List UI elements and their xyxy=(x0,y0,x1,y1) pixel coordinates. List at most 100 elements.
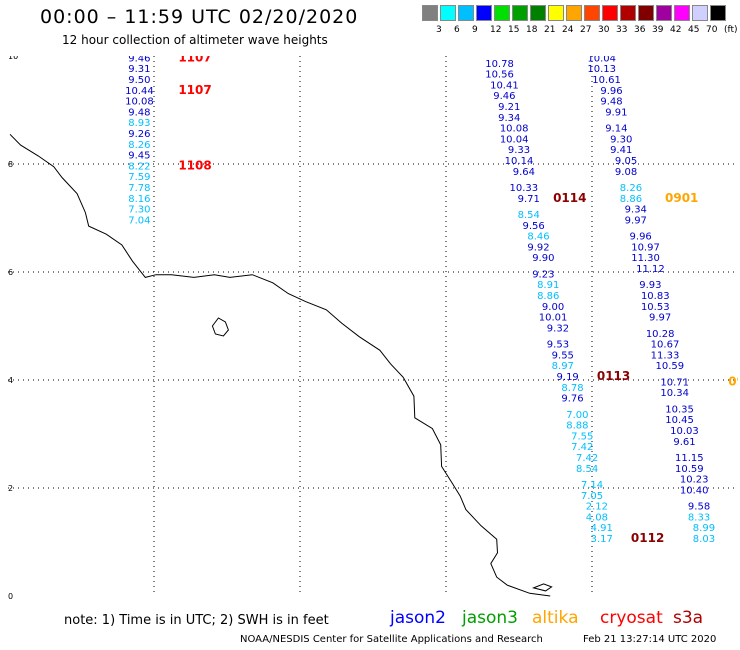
altimeter-tracks: 9.469.319.5010.4410.089.488.939.268.269.… xyxy=(125,48,740,545)
wave-height-label: 9.97 xyxy=(625,215,647,226)
y-tick-label: 0 xyxy=(8,592,13,600)
wave-height-label: 8.86 xyxy=(537,291,559,302)
wave-height-label: 10.53 xyxy=(641,302,670,313)
scale-label: 21 xyxy=(544,25,556,35)
wave-height-label: 9.26 xyxy=(128,129,150,140)
wave-height-label: 2.12 xyxy=(586,502,608,513)
wave-height-label: 4.91 xyxy=(591,523,613,534)
scale-swatch xyxy=(638,5,654,21)
wave-height-label: 9.90 xyxy=(532,253,554,264)
wave-height-label: 10.45 xyxy=(665,415,694,426)
wave-height-label: 9.14 xyxy=(605,124,627,135)
scale-swatch xyxy=(422,5,438,21)
wave-height-label: 9.92 xyxy=(527,242,549,253)
wave-height-label: 9.08 xyxy=(615,167,637,178)
coastline-path xyxy=(9,133,551,597)
scale-label: 18 xyxy=(526,25,538,35)
wave-height-label: 9.31 xyxy=(128,64,150,75)
scale-swatch xyxy=(530,5,546,21)
legend-jason2: jason2 xyxy=(390,608,446,628)
scale-label: 45 xyxy=(688,25,700,35)
wave-height-label: 8.16 xyxy=(128,194,150,205)
wave-height-label: 10.03 xyxy=(670,426,699,437)
wave-height-label: 10.59 xyxy=(656,361,685,372)
wave-height-label: 10.04 xyxy=(500,134,529,145)
wave-height-label: 9.21 xyxy=(498,102,520,113)
y-tick-label: 2 xyxy=(8,484,13,493)
wave-height-label: 9.34 xyxy=(625,205,647,216)
wave-height-label: 8.97 xyxy=(552,361,574,372)
wave-height-label: 10.01 xyxy=(539,313,568,324)
y-tick-label: 6 xyxy=(8,268,13,277)
island-outline xyxy=(211,317,229,337)
legend-s3a: s3a xyxy=(673,608,704,628)
wave-height-label: 11.30 xyxy=(631,253,660,264)
scale-swatch xyxy=(440,5,456,21)
wave-height-label: 8.86 xyxy=(620,194,642,205)
scale-label: 70 xyxy=(706,25,718,35)
wave-height-label: 10.44 xyxy=(125,86,154,97)
wave-height-label: 8.26 xyxy=(620,183,642,194)
wave-height-label: 9.50 xyxy=(128,75,150,86)
wave-height-label: 10.41 xyxy=(490,80,519,91)
legend-altika: altika xyxy=(532,608,579,628)
wave-height-label: 8.26 xyxy=(128,140,150,151)
pass-time-label: 1108 xyxy=(178,158,211,172)
wave-height-label: 8.22 xyxy=(128,161,150,172)
scale-swatch xyxy=(620,5,636,21)
wave-height-label: 8.88 xyxy=(566,421,588,432)
map-canvas: 9.469.319.5010.4410.089.488.939.268.269.… xyxy=(1,48,740,610)
wave-height-label: 10.34 xyxy=(660,388,689,399)
wave-height-label: 8.93 xyxy=(128,118,150,129)
delta-island-outline xyxy=(531,583,553,592)
wave-height-label: 7.42 xyxy=(571,442,593,453)
wave-height-label: 9.56 xyxy=(522,221,544,232)
wave-height-label: 9.46 xyxy=(493,91,515,102)
wave-height-label: 9.45 xyxy=(128,151,150,162)
wave-height-label: 9.61 xyxy=(673,437,695,448)
wave-height-label: 9.48 xyxy=(128,107,150,118)
scale-label: 12 xyxy=(490,25,502,35)
wave-height-label: 10.83 xyxy=(641,291,670,302)
wave-height-label: 10.23 xyxy=(680,475,709,486)
wave-height-label: 11.33 xyxy=(651,350,680,361)
footer: NOAA/NESDIS Center for Satellite Applica… xyxy=(240,634,716,645)
wave-height-label: 11.15 xyxy=(675,453,704,464)
scale-swatch xyxy=(548,5,564,21)
wave-height-label: 10.97 xyxy=(631,242,660,253)
map-area: 9.46 9.31 9.50 10.44 10.08 9.48 8.93 9.26 8.26 9.… xyxy=(1,48,740,610)
wave-height-label: 7.05 xyxy=(581,491,603,502)
scale-swatch xyxy=(566,5,582,21)
wave-height-label: 9.58 xyxy=(688,502,710,513)
page-title: 00:00 – 11:59 UTC 02/20/2020 xyxy=(40,6,359,28)
pass-time-label: 0112 xyxy=(631,531,664,545)
wave-height-label: 9.53 xyxy=(547,340,569,351)
wave-height-label: 9.55 xyxy=(552,350,574,361)
scale-label: 27 xyxy=(580,25,592,35)
scale-swatch xyxy=(512,5,528,21)
wave-height-label: 9.33 xyxy=(508,145,530,156)
scale-swatch xyxy=(674,5,690,21)
scale-label: 15 xyxy=(508,25,520,35)
wave-height-label: 10.28 xyxy=(646,329,675,340)
scale-label: 6 xyxy=(454,25,460,35)
wave-height-label: 8.46 xyxy=(527,232,549,243)
wave-height-label: 9.96 xyxy=(600,86,622,97)
footer-credit: NOAA/NESDIS Center for Satellite Applica… xyxy=(240,634,543,645)
wave-height-label: 10.71 xyxy=(660,377,689,388)
wave-height-label: 7.42 xyxy=(576,453,598,464)
wave-height-label: 7.00 xyxy=(566,410,588,421)
pass-time-label: 0113 xyxy=(597,369,630,383)
wave-height-label: 7.04 xyxy=(128,215,150,226)
scale-label: 24 xyxy=(562,25,574,35)
wave-height-label: 10.13 xyxy=(587,64,616,75)
wave-height-label: 9.93 xyxy=(639,280,661,291)
wave-height-label: 9.46 xyxy=(128,56,150,64)
wave-height-label: 9.91 xyxy=(605,107,627,118)
wave-height-label: 9.41 xyxy=(610,145,632,156)
wave-height-label: 9.05 xyxy=(615,156,637,167)
wave-height-label: 10.67 xyxy=(651,340,680,351)
scale-label: 39 xyxy=(652,25,664,35)
pass-time-label: 1107 xyxy=(178,83,211,97)
scale-label: (ft) xyxy=(724,25,738,35)
